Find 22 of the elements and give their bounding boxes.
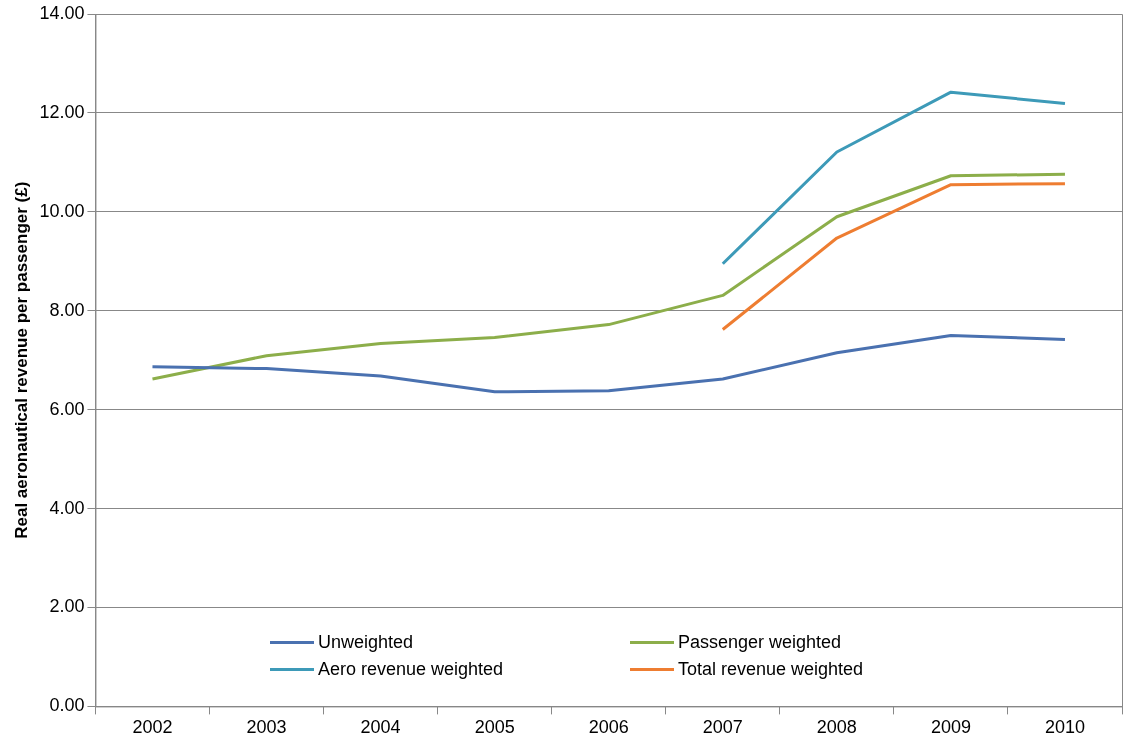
x-tick-label: 2004 <box>360 717 401 738</box>
y-tick-label: 8.00 <box>49 299 85 320</box>
y-tick-label: 0.00 <box>49 695 85 716</box>
y-tick-label: 10.00 <box>39 200 85 221</box>
legend-label: Aero revenue weighted <box>318 659 504 680</box>
y-tick-label: 12.00 <box>39 101 85 122</box>
x-tick-label: 2005 <box>474 717 515 738</box>
y-tick-label: 6.00 <box>49 398 85 419</box>
x-tick-label: 2002 <box>132 717 173 738</box>
y-tick-label: 4.00 <box>49 497 85 518</box>
x-tick-label: 2010 <box>1044 717 1085 738</box>
x-tick-label: 2009 <box>930 717 971 738</box>
legend-label: Unweighted <box>318 632 414 653</box>
y-tick-label: 14.00 <box>39 2 85 23</box>
x-tick-label: 2008 <box>816 717 857 738</box>
x-tick-label: 2006 <box>588 717 629 738</box>
x-tick-label: 2003 <box>246 717 287 738</box>
legend-label: Passenger weighted <box>678 632 842 653</box>
x-tick-label: 2007 <box>702 717 743 738</box>
y-axis-title: Real aeronautical revenue per passenger (£) <box>11 181 31 539</box>
y-tick-label: 2.00 <box>49 596 85 617</box>
legend-label: Total revenue weighted <box>678 659 864 680</box>
